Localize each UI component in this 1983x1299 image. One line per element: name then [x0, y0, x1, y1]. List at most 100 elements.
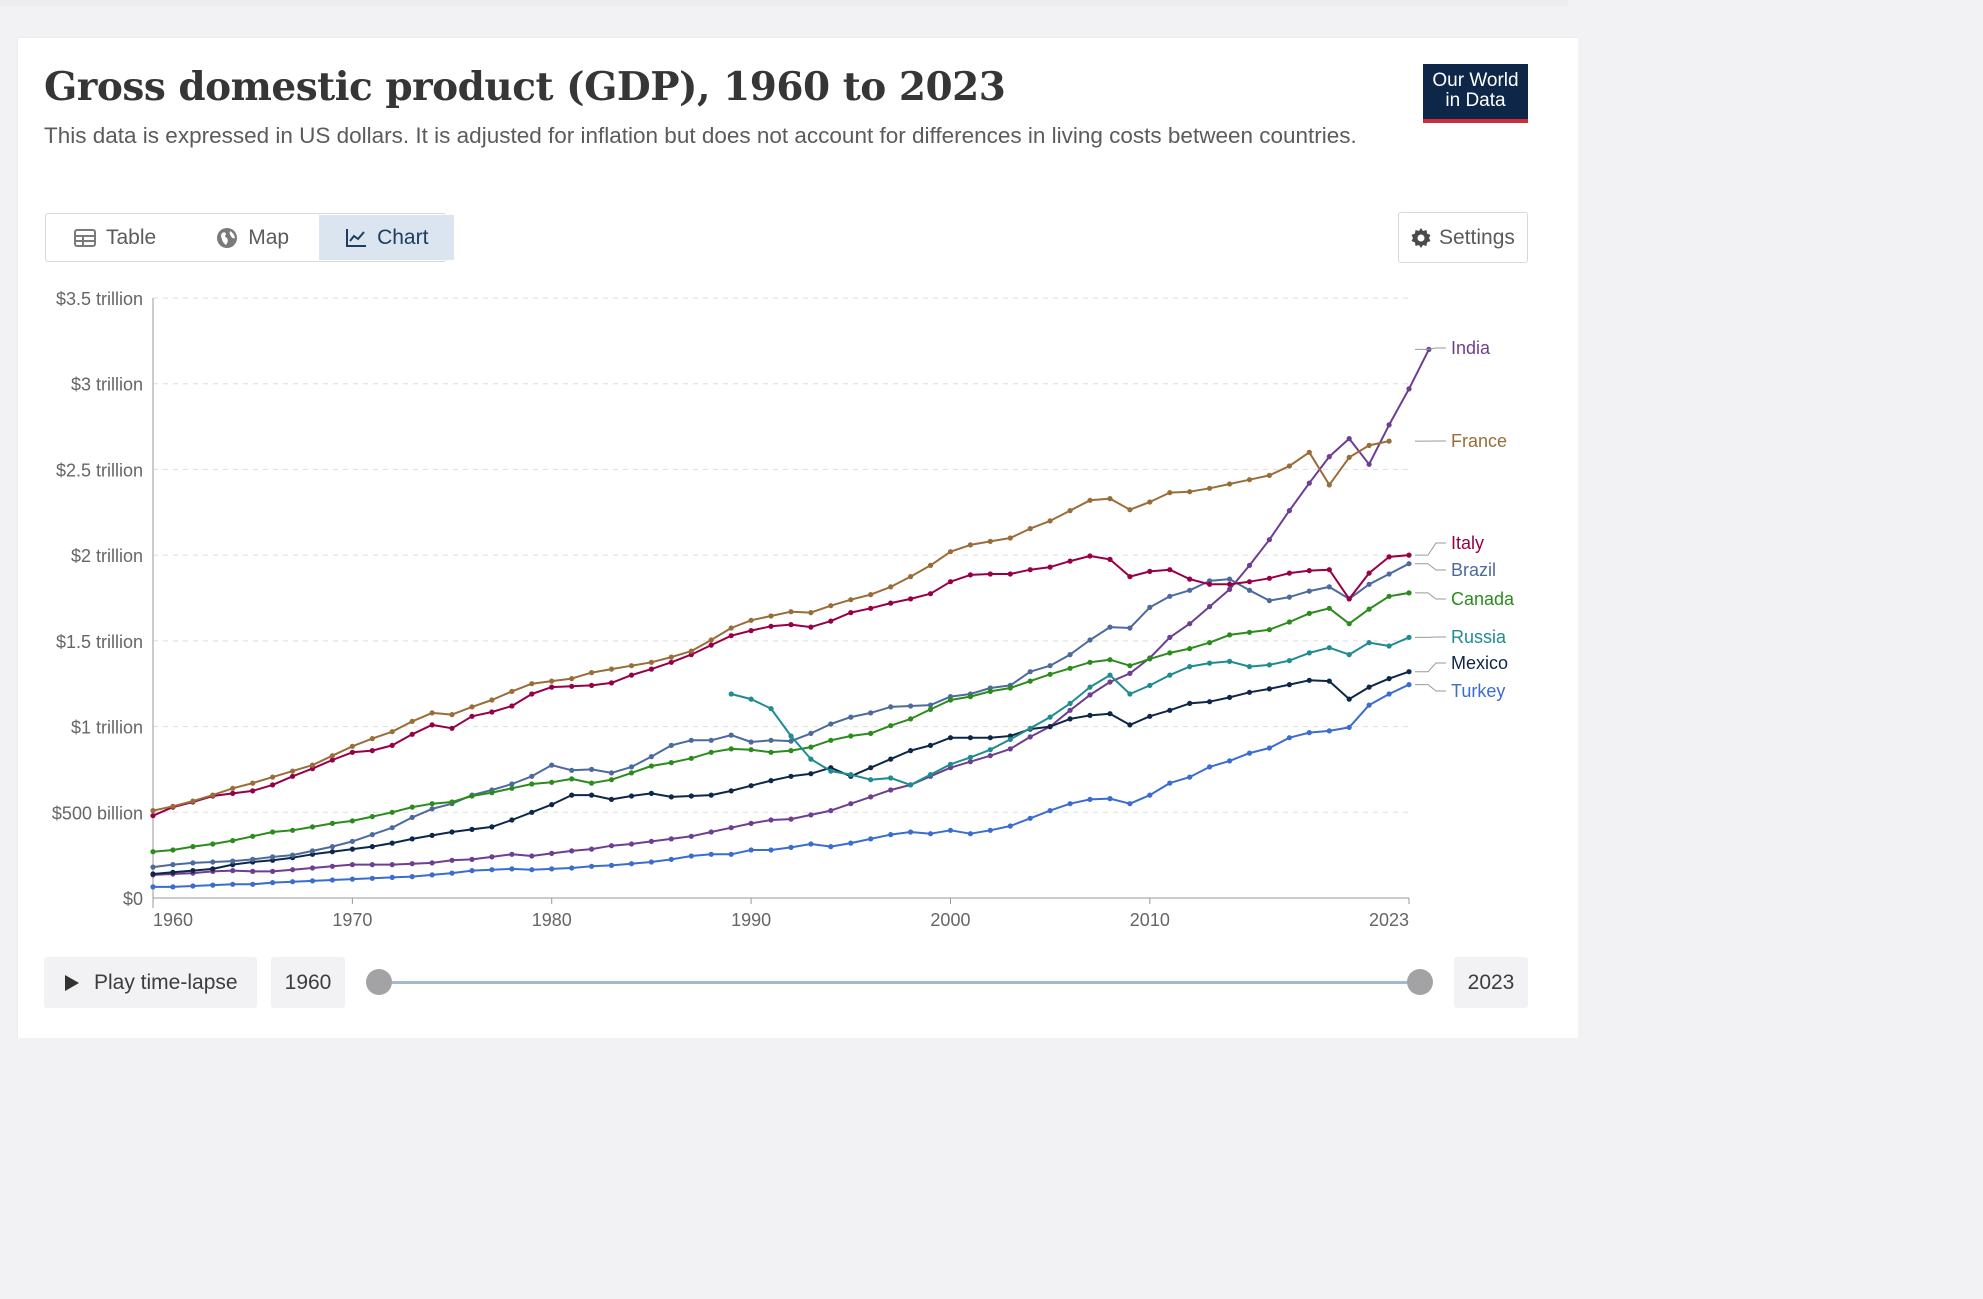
data-point-canada[interactable] — [429, 801, 435, 807]
data-point-canada[interactable] — [369, 814, 375, 820]
data-point-mexico[interactable] — [1286, 682, 1292, 688]
data-point-turkey[interactable] — [828, 844, 834, 850]
data-point-italy[interactable] — [947, 579, 954, 585]
data-point-canada[interactable] — [489, 790, 495, 796]
data-point-mexico[interactable] — [429, 832, 435, 839]
data-point-russia[interactable] — [848, 772, 854, 778]
data-point-france[interactable] — [1127, 507, 1133, 513]
data-point-canada[interactable] — [967, 694, 974, 700]
data-point-mexico[interactable] — [788, 773, 794, 779]
data-point-mexico[interactable] — [1047, 724, 1053, 730]
data-point-india[interactable] — [967, 759, 974, 765]
data-point-mexico[interactable] — [1386, 676, 1392, 682]
data-point-italy[interactable] — [848, 610, 854, 616]
data-point-india[interactable] — [270, 868, 276, 875]
data-point-turkey[interactable] — [509, 866, 515, 872]
data-point-turkey[interactable] — [1067, 801, 1073, 807]
data-point-india[interactable] — [309, 865, 316, 871]
data-point-india[interactable] — [329, 863, 335, 869]
data-point-brazil[interactable] — [150, 864, 156, 870]
data-point-turkey[interactable] — [309, 878, 316, 884]
data-point-turkey[interactable] — [1027, 815, 1033, 821]
data-point-mexico[interactable] — [409, 836, 415, 842]
data-point-france[interactable] — [947, 549, 954, 555]
data-point-italy[interactable] — [808, 624, 814, 630]
data-point-russia[interactable] — [987, 747, 993, 753]
tab-chart[interactable]: Chart — [319, 215, 455, 260]
data-point-turkey[interactable] — [1286, 735, 1292, 741]
data-point-india[interactable] — [569, 848, 575, 854]
series-label-mexico[interactable]: Mexico — [1451, 653, 1508, 673]
data-point-france[interactable] — [768, 613, 774, 619]
data-point-france[interactable] — [270, 774, 276, 780]
data-point-russia[interactable] — [1306, 650, 1312, 656]
data-point-russia[interactable] — [1207, 660, 1213, 666]
data-point-turkey[interactable] — [788, 844, 794, 851]
data-point-brazil[interactable] — [230, 858, 236, 864]
data-point-italy[interactable] — [250, 788, 256, 794]
data-point-brazil[interactable] — [788, 738, 794, 744]
data-point-india[interactable] — [828, 808, 834, 814]
data-point-italy[interactable] — [788, 622, 794, 628]
data-point-india[interactable] — [509, 851, 515, 857]
data-point-brazil[interactable] — [1366, 581, 1372, 587]
data-point-mexico[interactable] — [549, 802, 555, 808]
data-point-france[interactable] — [1167, 490, 1173, 496]
data-point-italy[interactable] — [1107, 556, 1113, 563]
data-point-italy[interactable] — [1326, 567, 1332, 573]
data-point-canada[interactable] — [569, 776, 575, 782]
data-point-france[interactable] — [1147, 499, 1153, 505]
data-point-italy[interactable] — [1147, 568, 1153, 575]
data-point-russia[interactable] — [1047, 714, 1053, 720]
data-point-russia[interactable] — [1027, 725, 1033, 731]
data-point-france[interactable] — [429, 710, 435, 716]
data-point-brazil[interactable] — [1087, 637, 1093, 643]
data-point-turkey[interactable] — [489, 867, 495, 873]
data-point-india[interactable] — [549, 850, 555, 857]
data-point-france[interactable] — [1227, 481, 1233, 487]
data-point-canada[interactable] — [768, 749, 774, 755]
data-point-brazil[interactable] — [1167, 593, 1173, 599]
data-point-india[interactable] — [589, 846, 595, 852]
data-point-france[interactable] — [888, 584, 894, 590]
data-point-brazil[interactable] — [1386, 571, 1392, 577]
data-point-italy[interactable] — [369, 748, 375, 754]
data-point-canada[interactable] — [409, 804, 415, 810]
data-point-canada[interactable] — [648, 763, 655, 769]
data-point-france[interactable] — [1207, 485, 1213, 491]
data-point-india[interactable] — [1366, 461, 1372, 467]
data-point-russia[interactable] — [788, 733, 794, 739]
data-point-turkey[interactable] — [668, 856, 674, 863]
data-point-brazil[interactable] — [828, 721, 834, 727]
data-point-france[interactable] — [1266, 472, 1272, 478]
data-point-russia[interactable] — [1386, 643, 1392, 649]
data-point-italy[interactable] — [429, 722, 435, 728]
data-point-mexico[interactable] — [1246, 689, 1253, 695]
data-point-india[interactable] — [1107, 679, 1113, 685]
data-point-italy[interactable] — [1227, 581, 1233, 587]
data-point-russia[interactable] — [888, 775, 894, 781]
data-point-turkey[interactable] — [270, 880, 276, 886]
data-point-mexico[interactable] — [349, 846, 355, 852]
data-point-india[interactable] — [1326, 454, 1332, 460]
data-point-brazil[interactable] — [569, 767, 575, 773]
start-year-box[interactable]: 1960 — [271, 957, 345, 1008]
data-point-canada[interactable] — [848, 733, 854, 739]
data-point-france[interactable] — [449, 712, 455, 718]
data-point-france[interactable] — [987, 538, 993, 545]
data-point-france[interactable] — [708, 637, 714, 643]
end-year-box[interactable]: 2023 — [1454, 957, 1528, 1008]
data-point-india[interactable] — [230, 868, 236, 874]
data-point-france[interactable] — [1386, 438, 1392, 444]
data-point-canada[interactable] — [270, 829, 276, 835]
data-point-india[interactable] — [429, 860, 435, 866]
data-point-brazil[interactable] — [1047, 663, 1053, 669]
series-label-russia[interactable]: Russia — [1451, 627, 1507, 647]
data-point-russia[interactable] — [1326, 645, 1332, 651]
series-label-france[interactable]: France — [1451, 431, 1507, 451]
data-point-mexico[interactable] — [1326, 678, 1332, 684]
data-point-brazil[interactable] — [549, 762, 555, 768]
data-point-italy[interactable] — [868, 605, 874, 611]
data-point-canada[interactable] — [1406, 590, 1412, 596]
data-point-india[interactable] — [1266, 537, 1272, 543]
